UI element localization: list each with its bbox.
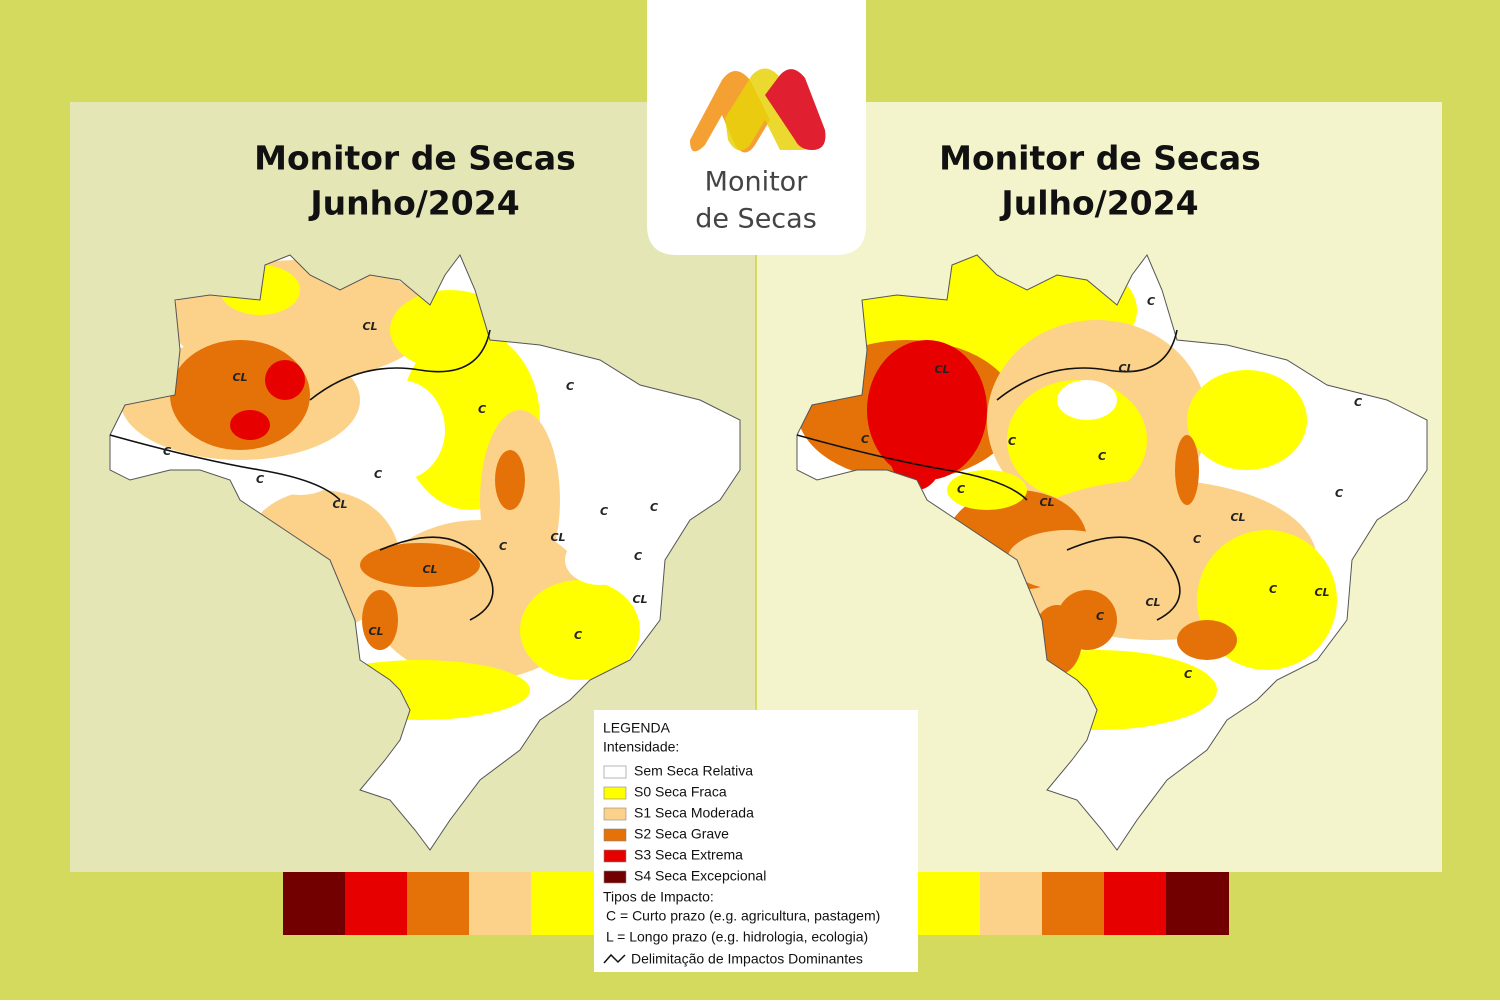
impact-label: C [861, 433, 869, 446]
impact-label: CL [1314, 586, 1329, 599]
legend-heading: Tipos de Impacto: [603, 889, 714, 905]
map: CL C CL C C C C C CL C CL C C C CL CL C [796, 254, 1428, 851]
legend-label: S4 Seca Excepcional [634, 868, 766, 884]
impact-label: CL [934, 363, 949, 376]
impact-label: CL [362, 320, 377, 333]
legend: LEGENDA Intensidade: Sem Seca Relativa S0… [594, 710, 918, 972]
impact-label: C [499, 540, 507, 553]
impact-label: C [574, 629, 582, 642]
drought-area [360, 543, 480, 587]
drought-area [362, 590, 398, 650]
legend-impact: L = Longo prazo (e.g. hidrologia, ecolog… [606, 929, 868, 945]
drought-area [230, 410, 270, 440]
legend-label: Sem Seca Relativa [634, 763, 753, 779]
impact-label: CL [632, 593, 647, 606]
legend-label: S1 Seca Moderada [634, 805, 754, 821]
drought-area [1187, 370, 1307, 470]
drought-area [355, 380, 445, 480]
legend-boundary: Delimitação de Impactos Dominantes [631, 951, 863, 967]
impact-label: CL [422, 563, 437, 576]
impact-label: C [256, 473, 264, 486]
drought-area [887, 390, 947, 490]
drought-area [1177, 620, 1237, 660]
map-title: Junho/2024 [308, 184, 519, 223]
map-title: Julho/2024 [999, 184, 1198, 223]
country-outline [109, 254, 741, 851]
logo-text: Monitor [705, 167, 809, 198]
color-bar [283, 872, 1229, 935]
impact-label: C [566, 380, 574, 393]
drought-area [520, 580, 640, 680]
impact-label: CL [1118, 362, 1133, 375]
impact-label: C [1098, 450, 1106, 463]
impact-label: C [1193, 533, 1201, 546]
legend-impact: C = Curto prazo (e.g. agricultura, pasta… [606, 908, 880, 924]
legend-heading: Intensidade: [603, 739, 679, 755]
legend-label: S3 Seca Extrema [634, 847, 743, 863]
drought-area [265, 360, 305, 400]
drought-area [565, 535, 635, 585]
impact-label: C [1096, 610, 1104, 623]
impact-label: CL [550, 531, 565, 544]
legend-title: LEGENDA [603, 720, 671, 736]
map-title: Monitor de Secas [254, 139, 576, 178]
impact-label: CL [368, 625, 383, 638]
impact-label: C [957, 483, 965, 496]
logo-text: de Secas [695, 204, 817, 235]
impact-boundary [109, 329, 494, 621]
impact-label: C [1335, 487, 1343, 500]
impact-label: C [163, 445, 171, 458]
impact-label: C [600, 505, 608, 518]
impact-label: CL [1145, 596, 1160, 609]
legend-swatch [603, 786, 627, 800]
logo: Monitor de Secas [647, 0, 866, 255]
impact-label: CL [1230, 511, 1245, 524]
drought-area [1007, 530, 1127, 590]
legend-swatch [603, 765, 627, 779]
impact-label: C [478, 403, 486, 416]
impact-label: C [1184, 668, 1192, 681]
legend-label: S0 Seca Fraca [634, 784, 727, 800]
impact-label: CL [232, 371, 247, 384]
legend-swatch [603, 849, 627, 863]
drought-area [495, 450, 525, 510]
impact-label: C [634, 550, 642, 563]
drought-area [1057, 380, 1117, 420]
drought-areas [797, 255, 1377, 730]
drought-area [1175, 435, 1199, 505]
legend-swatch [603, 807, 627, 821]
impact-label: CL [1039, 496, 1054, 509]
impact-label: C [1008, 435, 1016, 448]
drought-area [947, 470, 1027, 510]
legend-label: S2 Seca Grave [634, 826, 729, 842]
impact-label: C [1354, 396, 1362, 409]
impact-label: C [1147, 295, 1155, 308]
impact-label: CL [332, 498, 347, 511]
drought-area [1297, 430, 1377, 490]
legend-swatch [603, 828, 627, 842]
map-title: Monitor de Secas [939, 139, 1261, 178]
impact-label: C [650, 501, 658, 514]
impact-label: C [1269, 583, 1277, 596]
impact-boundary [796, 329, 1181, 621]
legend-swatch [603, 870, 627, 884]
impact-label: C [374, 468, 382, 481]
country-outline [796, 254, 1428, 851]
